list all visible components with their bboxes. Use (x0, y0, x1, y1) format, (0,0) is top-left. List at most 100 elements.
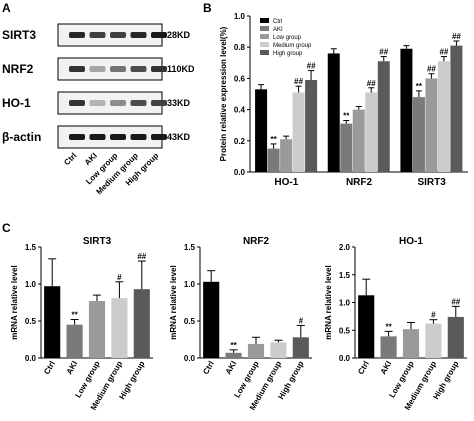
bar-medium-group (425, 323, 442, 358)
sirt3-mrna-chart: 0.0 0.5 1.0 1.5 mRNA relative level SIRT3 Ctrl… (10, 236, 153, 412)
y-tick-label: 1.5 (184, 243, 196, 252)
significance-mark: ** (416, 82, 423, 91)
y-axis-title: Protein relative expression level(%) (219, 26, 228, 161)
bar-ho-1-medium-group (292, 92, 305, 172)
band-ho-1-aki (89, 100, 106, 106)
band-actin-low-group (110, 134, 126, 140)
y-tick-label: 0.5 (25, 317, 37, 326)
lane-label-ctrl: Ctrl (62, 151, 78, 167)
x-tick-label-aki: AKI (65, 360, 80, 376)
band-ho-1-high-group (151, 100, 167, 106)
band-sirt3-low-group (110, 32, 126, 38)
y-tick-label: 1.0 (234, 12, 246, 21)
legend-label-low-group: Low group (273, 35, 302, 41)
band-size-sirt3: 28KD (167, 30, 191, 40)
bar-nrf2-ctrl (327, 53, 340, 172)
bar-sirt3-low-group (425, 78, 438, 172)
category-label-nrf2: NRF2 (346, 177, 373, 188)
bar-nrf2-aki (340, 123, 353, 172)
protein-name-sirt3: SIRT3 (2, 28, 36, 42)
western-blot: SIRT3 28KD NRF2 110KD HO-1 33KD β-actin 43KD Ctr… (2, 23, 195, 196)
significance-mark-medium-group: # (117, 273, 122, 282)
y-tick-label: 1.0 (25, 280, 37, 289)
band-size-ho-1: 33KD (167, 98, 191, 108)
band-nrf2-medium-group (130, 66, 147, 72)
x-tick-label-ctrl: Ctrl (201, 360, 216, 376)
bar-nrf2-medium-group (365, 92, 378, 172)
significance-mark-aki: ** (230, 341, 237, 350)
ho1-mrna-chart: 0.0 0.5 1.0 1.5 2.0 mRNA relative level HO-1 Ct… (324, 236, 467, 412)
bar-ho-1-high-group (305, 79, 318, 172)
y-tick-label: 0.2 (234, 137, 246, 146)
band-nrf2-low-group (110, 66, 126, 72)
legend-label-high-group: High group (273, 51, 303, 57)
bar-ctrl (358, 295, 375, 358)
band-nrf2-high-group (151, 66, 167, 72)
legend-swatch-medium-group (260, 42, 269, 47)
y-tick-label: 1.5 (25, 243, 37, 252)
significance-mark: ## (439, 48, 448, 57)
bar-sirt3-high-group (450, 45, 463, 172)
chart-title: SIRT3 (83, 236, 112, 247)
band-size-actin: 43KD (167, 132, 191, 142)
bar-aki (66, 324, 83, 358)
protein-name-ho-1: HO-1 (2, 96, 31, 110)
bar-aki (380, 336, 397, 358)
panel-label-a: A (2, 1, 11, 15)
y-tick-label: 0.0 (339, 354, 351, 363)
significance-mark: ## (427, 65, 436, 74)
bar-sirt3-ctrl (400, 48, 413, 173)
protein-expression-chart: 0.0 0.2 0.4 0.6 0.8 1.0 Protein relative expre… (219, 12, 468, 188)
lane-label-aki: AKI (83, 151, 99, 167)
bar-medium-group (111, 298, 128, 358)
category-label-sirt3: SIRT3 (417, 177, 446, 188)
band-size-nrf2: 110KD (167, 64, 195, 74)
band-sirt3-aki (89, 32, 106, 38)
significance-mark: ## (379, 48, 388, 57)
y-tick-label: 1.0 (184, 280, 196, 289)
band-ho-1-ctrl (69, 100, 85, 106)
bar-ho-1-aki (267, 148, 280, 172)
panel-label-c: C (2, 221, 11, 235)
significance-mark: ## (294, 77, 303, 86)
protein-name-actin: β-actin (2, 130, 41, 144)
nrf2-mrna-chart: 0.0 0.5 1.0 1.5 mRNA relative level NRF2 Ctrl *… (169, 236, 312, 412)
y-tick-label: 1.0 (339, 299, 351, 308)
y-tick-label: 0.6 (234, 74, 246, 83)
x-tick-label-aki: AKI (224, 360, 239, 376)
significance-mark-high-group: ## (451, 297, 460, 306)
y-axis-title: mRNA relative level (324, 265, 333, 339)
significance-mark-high-group: # (299, 316, 304, 325)
bar-nrf2-low-group (352, 109, 365, 172)
y-tick-label: 0.5 (184, 317, 196, 326)
x-tick-label-aki: AKI (379, 360, 394, 376)
significance-mark-aki: ** (385, 322, 392, 331)
chart-title: HO-1 (399, 236, 423, 247)
bar-high-group (447, 316, 464, 358)
panel-label-b: B (203, 1, 212, 15)
y-tick-label: 0.0 (25, 354, 37, 363)
bar-high-group (292, 337, 309, 358)
category-label-ho-1: HO-1 (274, 177, 298, 188)
x-tick-label-ctrl: Ctrl (356, 360, 371, 376)
band-actin-medium-group (130, 134, 147, 140)
significance-mark: ## (452, 32, 461, 41)
chart-title: NRF2 (243, 236, 270, 247)
band-actin-ctrl (69, 134, 85, 140)
x-tick-label-ctrl: Ctrl (42, 360, 57, 376)
bar-low-group (88, 301, 106, 358)
band-actin-high-group (151, 134, 167, 140)
band-nrf2-ctrl (69, 66, 85, 72)
y-tick-label: 0.0 (184, 354, 196, 363)
legend-label-medium-group: Medium group (273, 43, 312, 49)
significance-mark-medium-group: # (431, 311, 436, 320)
y-axis-title: mRNA relative level (169, 265, 178, 339)
bar-nrf2-high-group (377, 61, 390, 172)
legend-label-ctrl: Ctrl (273, 19, 282, 25)
legend-swatch-ctrl (260, 18, 269, 23)
significance-mark: ** (270, 135, 277, 144)
significance-mark-aki: ** (71, 311, 78, 320)
y-tick-label: 0.8 (234, 43, 246, 52)
y-tick-label: 0.0 (234, 168, 246, 177)
significance-mark: ** (343, 112, 350, 121)
